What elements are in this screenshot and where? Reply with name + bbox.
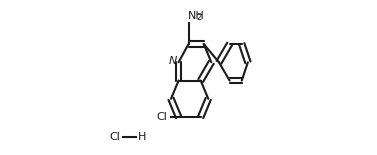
Text: Cl: Cl [156, 112, 167, 122]
Text: Cl: Cl [109, 132, 120, 142]
Text: NH: NH [188, 11, 205, 21]
Text: 2: 2 [196, 13, 202, 22]
Text: H: H [138, 132, 147, 142]
Text: N: N [168, 56, 177, 66]
